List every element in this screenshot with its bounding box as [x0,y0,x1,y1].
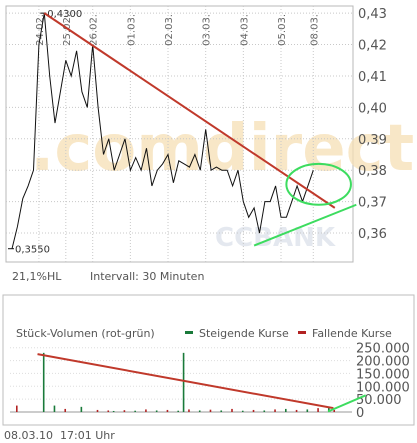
price-highlight-ellipse [285,162,352,206]
volume-bar [328,406,330,412]
volume-y-tick: 50.000 [356,393,402,408]
volume-bar [220,410,223,412]
volume-bar [241,410,244,412]
price-footer-range: 21,1%HL [12,270,62,283]
volume-bar [306,409,309,412]
volume-y-tick: 100.000 [356,380,410,395]
price-date-label: 24.02. [35,14,46,46]
price-date-label: 03.03. [202,14,213,46]
price-date-label: 08.03. [309,14,320,46]
price-y-tick: 0,36 [358,227,387,242]
volume-bar [64,408,67,412]
volume-bar [177,410,179,412]
volume-y-tick: 0 [356,406,364,421]
volume-bar [80,406,83,412]
price-trendline [43,12,336,209]
price-annotation-label: 0,3550 [15,245,50,256]
volume-bar [188,409,190,412]
volume-legend-label: Steigende Kurse [199,327,289,340]
volume-bar [231,408,233,412]
volume-bar [295,409,298,412]
footer-date: 08.03.10 [4,429,53,442]
volume-bar [333,409,336,412]
volume-title: Stück-Volumen (rot-grün) [16,327,155,340]
volume-bar [285,408,287,412]
volume-trendline [37,353,334,410]
volume-legend-label: Fallende Kurse [312,327,392,340]
volume-bar [42,352,45,412]
price-y-tick: 0,40 [358,101,387,116]
price-y-tick: 0,39 [358,133,387,148]
volume-bar [263,410,266,412]
volume-y-tick: 200.000 [356,355,410,370]
volume-bar [166,409,169,412]
volume-bar [274,409,276,412]
volume-y-tick: 150.000 [356,367,410,382]
volume-bar [209,409,212,412]
volume-bar [123,410,126,412]
volume-bar [96,409,99,412]
volume-bar [155,410,158,412]
volume-bar [198,410,201,412]
volume-y-tick: 250.000 [356,342,410,357]
price-footer-interval: Intervall: 30 Minuten [90,270,204,283]
volume-bar [145,409,147,412]
price-y-tick: 0,41 [358,70,387,85]
volume-bar [107,410,110,412]
volume-bar [16,405,18,412]
volume-bar [317,408,319,412]
price-y-tick: 0,38 [358,164,387,179]
volume-bar [134,410,136,412]
price-y-tick: 0,43 [358,7,387,22]
price-y-tick: 0,42 [358,39,387,54]
volume-legend-swatch [185,331,193,334]
volume-legend-swatch [298,331,306,334]
price-date-label: 26.02. [89,14,100,46]
price-date-label: 02.03. [164,14,175,46]
price-plot-frame [5,5,354,263]
price-date-label: 25.02. [62,14,73,46]
price-series-line [11,13,314,249]
volume-bar [182,352,185,412]
volume-trendline [327,394,367,413]
price-trendline [253,203,357,247]
price-date-label: 04.03. [239,14,250,46]
price-date-label: 01.03. [126,14,137,46]
volume-bar [53,405,56,412]
volume-bar [252,409,255,412]
volume-bar [112,410,115,412]
watermark-text: .comdirect [30,112,414,186]
price-y-tick: 0,37 [358,196,387,211]
price-date-label: 05.03. [277,14,288,46]
price-annotation-label: 0,4300 [47,9,82,20]
footer-time: 17:01 Uhr [60,429,115,442]
